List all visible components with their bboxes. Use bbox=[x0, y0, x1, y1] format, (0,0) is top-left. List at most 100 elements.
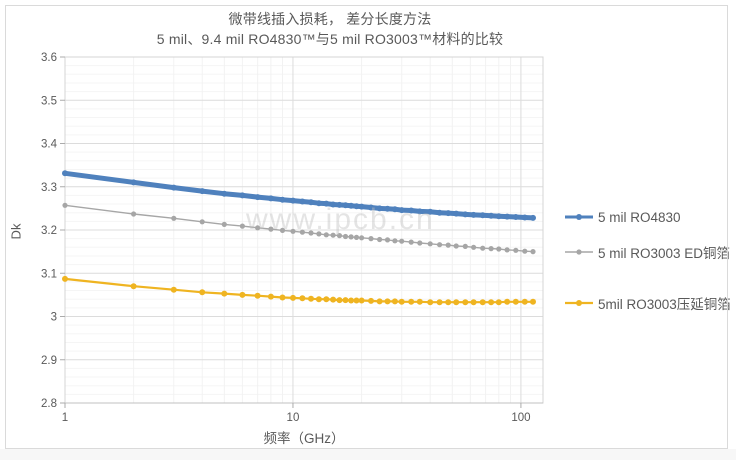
series-marker bbox=[453, 210, 460, 217]
series-marker bbox=[408, 207, 415, 214]
series-marker bbox=[254, 292, 261, 299]
series-marker bbox=[299, 229, 305, 235]
series-marker bbox=[62, 275, 68, 282]
series-marker bbox=[290, 197, 296, 204]
series-marker bbox=[199, 219, 205, 225]
series-marker bbox=[392, 238, 398, 244]
series-marker bbox=[368, 204, 374, 211]
series-marker bbox=[308, 230, 314, 236]
series-marker bbox=[462, 211, 469, 218]
legend-item-ro3003-rolled: 5mil RO3003压延铜箔 bbox=[565, 294, 731, 312]
series-marker bbox=[279, 227, 286, 233]
series-marker bbox=[353, 203, 360, 210]
series-marker bbox=[170, 286, 177, 293]
series-marker bbox=[348, 297, 355, 304]
series-marker bbox=[359, 235, 365, 241]
series-marker bbox=[336, 297, 343, 304]
series-marker bbox=[267, 195, 274, 202]
y-tick-label: 3.5 bbox=[41, 95, 57, 107]
series-marker bbox=[495, 299, 502, 306]
series-marker bbox=[330, 296, 337, 303]
series-marker bbox=[471, 244, 477, 250]
bottom-divider bbox=[0, 449, 736, 460]
series-marker bbox=[496, 246, 502, 252]
series-marker bbox=[399, 238, 405, 244]
legend-item-ro4830: 5 mil RO4830 bbox=[565, 208, 681, 226]
series-marker bbox=[462, 299, 469, 306]
series-marker bbox=[315, 296, 322, 303]
series-marker bbox=[521, 298, 528, 305]
series-marker bbox=[377, 236, 383, 243]
series-marker bbox=[221, 190, 228, 197]
series-marker bbox=[521, 214, 528, 221]
series-marker bbox=[290, 228, 296, 234]
series-marker bbox=[384, 298, 391, 305]
series-marker bbox=[323, 232, 329, 238]
x-axis-label: 频率（GHz） bbox=[263, 431, 345, 446]
series-marker bbox=[279, 196, 286, 203]
series-marker bbox=[290, 294, 296, 301]
x-tick-label: 10 bbox=[287, 412, 300, 424]
series-marker bbox=[530, 214, 536, 221]
series-marker bbox=[445, 242, 451, 248]
legend-marker bbox=[576, 214, 582, 220]
series-marker bbox=[342, 202, 349, 209]
x-tick-label: 100 bbox=[511, 412, 530, 424]
series-marker bbox=[513, 247, 519, 253]
series-line bbox=[62, 170, 536, 221]
series-marker bbox=[437, 242, 443, 248]
series-marker bbox=[376, 205, 383, 212]
chart-subtitle: 5 mil、9.4 mil RO4830™与5 mil RO3003™材料的比较 bbox=[156, 31, 504, 47]
series-marker bbox=[62, 170, 68, 177]
series-marker bbox=[255, 225, 261, 231]
y-tick-label: 2.8 bbox=[41, 398, 57, 410]
series-marker bbox=[488, 299, 495, 306]
series-marker bbox=[171, 215, 177, 221]
y-tick-label: 3.3 bbox=[41, 182, 57, 194]
series-marker bbox=[323, 200, 330, 207]
series-marker bbox=[353, 297, 360, 304]
y-tick-label: 3.6 bbox=[41, 52, 57, 64]
series-marker bbox=[316, 231, 322, 237]
series-marker bbox=[239, 223, 245, 229]
series-marker bbox=[427, 208, 434, 215]
series-marker bbox=[391, 298, 398, 305]
series-marker bbox=[315, 200, 322, 207]
series-marker bbox=[408, 298, 415, 305]
series-marker bbox=[239, 291, 246, 298]
series-marker bbox=[130, 179, 137, 186]
series-marker bbox=[358, 203, 365, 210]
series-marker bbox=[199, 289, 206, 296]
series-marker bbox=[130, 283, 137, 290]
series-marker bbox=[221, 221, 227, 227]
series-marker bbox=[254, 194, 261, 201]
series-line bbox=[63, 277, 535, 304]
chart-title: 微带线插入损耗， 差分长度方法 bbox=[228, 11, 432, 27]
series-marker bbox=[504, 247, 510, 253]
series-marker bbox=[416, 208, 423, 215]
chart-title-block: 微带线插入损耗， 差分长度方法 5 mil、9.4 mil RO4830™与5 … bbox=[40, 9, 620, 49]
y-tick-label: 3 bbox=[51, 312, 57, 324]
y-tick-label: 2.9 bbox=[41, 355, 57, 367]
series-marker bbox=[308, 295, 314, 302]
series-marker bbox=[512, 214, 519, 220]
series-marker bbox=[495, 213, 502, 220]
legend-label: 5 mil RO3003 ED铜箔 bbox=[598, 246, 731, 261]
series-marker bbox=[436, 299, 443, 306]
series-marker bbox=[368, 236, 374, 242]
series-marker bbox=[530, 298, 536, 305]
series-marker bbox=[342, 297, 349, 304]
series-marker bbox=[62, 202, 68, 208]
series-marker bbox=[368, 297, 374, 304]
series-marker bbox=[522, 248, 528, 254]
series-marker bbox=[342, 233, 349, 240]
series-marker bbox=[330, 201, 337, 208]
series-marker bbox=[330, 232, 336, 238]
series-line bbox=[64, 204, 534, 253]
series-marker bbox=[376, 298, 383, 305]
series-marker bbox=[453, 299, 460, 306]
series-marker bbox=[170, 184, 177, 191]
series-marker bbox=[408, 239, 414, 245]
series-marker bbox=[445, 299, 452, 306]
